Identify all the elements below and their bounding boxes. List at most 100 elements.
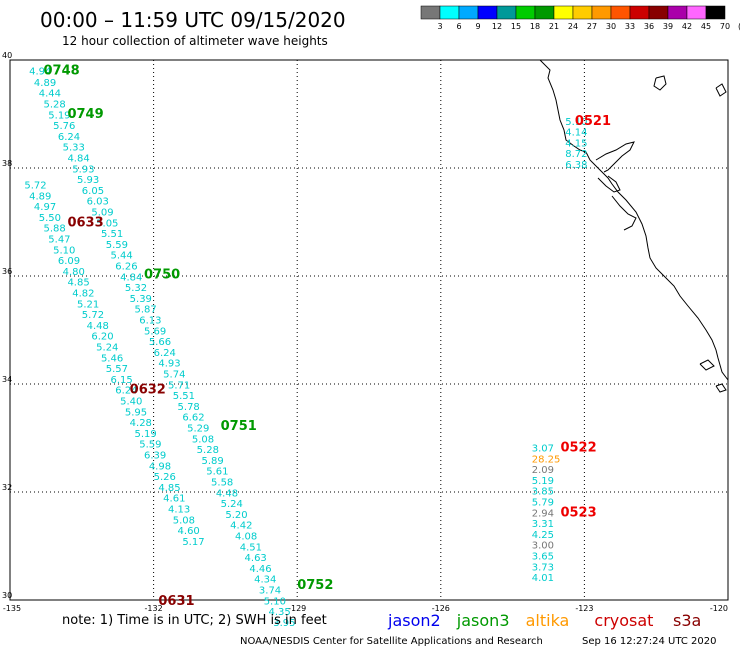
wave-height-value: 4.48 xyxy=(216,488,238,499)
color-swatch xyxy=(458,5,479,20)
wave-height-value: 4.15 xyxy=(565,138,587,149)
color-scale-label: 39 xyxy=(663,22,673,31)
wave-height-value: 6.24 xyxy=(115,386,137,397)
wave-height-value: 4.63 xyxy=(245,553,267,564)
wave-height-value: 5.05 xyxy=(96,218,118,229)
color-swatch xyxy=(439,5,460,20)
wave-height-value: 5.19 xyxy=(48,110,70,121)
wave-height-value: 4.89 xyxy=(29,191,51,202)
wave-height-value: 5.61 xyxy=(206,467,228,478)
wave-height-value: 4.89 xyxy=(34,78,56,89)
wave-height-value: 5.21 xyxy=(77,299,99,310)
color-swatch xyxy=(705,5,726,20)
credit-line: NOAA/NESDIS Center for Satellite Applica… xyxy=(240,636,543,647)
wave-height-value: 5.69 xyxy=(144,326,166,337)
wave-height-value: 6.03 xyxy=(87,197,109,208)
color-swatch xyxy=(420,5,441,20)
wave-height-value: 3.00 xyxy=(532,541,554,552)
wave-height-value: 5.87 xyxy=(134,305,156,316)
color-scale-label: 9 xyxy=(475,22,480,31)
island-1 xyxy=(699,359,715,371)
monterey-bay xyxy=(611,195,637,231)
wave-height-value: 4.85 xyxy=(67,278,89,289)
wave-height-value: 3.95 xyxy=(273,618,295,629)
wave-height-value: 5.89 xyxy=(201,456,223,467)
color-scale-label: 45 xyxy=(701,22,711,31)
wave-height-value: 4.80 xyxy=(63,267,85,278)
map-frame xyxy=(9,59,729,601)
satellite-legend: jason2 jason3 altika cryosat s3a xyxy=(387,611,701,630)
wave-height-value: 3.73 xyxy=(532,562,554,573)
island-2 xyxy=(715,383,727,393)
satellite-legend-item: jason3 xyxy=(456,611,510,630)
wave-height-value: 4.08 xyxy=(235,532,257,543)
bay-inlet xyxy=(597,175,621,193)
wave-height-value: 4.60 xyxy=(178,526,200,537)
color-swatch xyxy=(534,5,555,20)
wave-height-value: 5.28 xyxy=(44,100,66,111)
map-border xyxy=(9,59,729,601)
color-scale-label: 15 xyxy=(511,22,521,31)
wave-height-value: 5.08 xyxy=(173,515,195,526)
wave-height-value: 4.34 xyxy=(254,575,276,586)
wave-height-value: 4.42 xyxy=(230,521,252,532)
wave-height-value: 8.72 xyxy=(565,149,587,160)
color-scale-label: 21 xyxy=(549,22,559,31)
wave-height-value: 4.98 xyxy=(149,461,171,472)
wave-height-value: 5.93 xyxy=(72,164,94,175)
color-swatch xyxy=(572,5,593,20)
wave-height-value: 3.74 xyxy=(259,586,281,597)
color-swatch xyxy=(496,5,517,20)
wave-height-value: 4.51 xyxy=(240,542,262,553)
wave-height-value: 5.10 xyxy=(53,245,75,256)
color-swatch xyxy=(515,5,536,20)
latitude-label: 38 xyxy=(2,159,12,168)
latitude-label: 36 xyxy=(2,267,12,276)
color-scale-label: 36 xyxy=(644,22,654,31)
wave-height-value: 6.05 xyxy=(82,186,104,197)
satellite-legend-item: cryosat xyxy=(594,611,653,630)
pass-time-label: 0522 xyxy=(560,441,596,456)
wave-height-value: 6.24 xyxy=(154,348,176,359)
lake-outline-2 xyxy=(715,83,727,97)
wave-height-value: 5.08 xyxy=(192,434,214,445)
wave-height-value: 5.46 xyxy=(101,353,123,364)
lat-lon-grid xyxy=(10,60,728,600)
wave-height-value: 3.07 xyxy=(532,444,554,455)
wave-height-value: 4.44 xyxy=(39,89,61,100)
wave-height-value: 4.61 xyxy=(163,494,185,505)
pass-time-label: 0631 xyxy=(158,594,194,609)
pass-time-label: 0521 xyxy=(575,114,611,129)
wave-height-value: 5.26 xyxy=(154,472,176,483)
wave-height-value: 4.35 xyxy=(268,607,290,618)
latitude-label: 32 xyxy=(2,483,12,492)
longitude-label: -135 xyxy=(3,604,21,613)
pass-time-label: 0751 xyxy=(221,419,257,434)
wave-height-value: 5.29 xyxy=(187,424,209,435)
wave-height-value: 5.17 xyxy=(182,537,204,548)
wave-height-value: 5.79 xyxy=(532,498,554,509)
longitude-label: -120 xyxy=(710,604,728,613)
pass-time-label: 0749 xyxy=(67,107,103,122)
color-swatch xyxy=(610,5,631,20)
wave-height-value: 5.20 xyxy=(225,510,247,521)
wave-height-value: 6.26 xyxy=(115,262,137,273)
color-swatch xyxy=(686,5,707,20)
color-scale-label: 42 xyxy=(682,22,692,31)
wave-height-value: 5.58 xyxy=(211,478,233,489)
wave-height-value: 5.51 xyxy=(101,229,123,240)
wave-height-value: 5.19 xyxy=(532,476,554,487)
wave-height-value: 5.93 xyxy=(77,175,99,186)
map-title: 00:00 – 11:59 UTC 09/15/2020 xyxy=(40,8,346,32)
color-scale-label: 6 xyxy=(456,22,461,31)
wave-height-value: 5.50 xyxy=(39,213,61,224)
wave-height-value: 5.74 xyxy=(163,370,185,381)
color-scale-label: 24 xyxy=(568,22,578,31)
wave-height-value: 5.78 xyxy=(178,402,200,413)
wave-height-value: 4.84 xyxy=(120,272,142,283)
color-swatch xyxy=(667,5,688,20)
coastline-path xyxy=(539,59,729,381)
satellite-legend-item: altika xyxy=(526,611,570,630)
